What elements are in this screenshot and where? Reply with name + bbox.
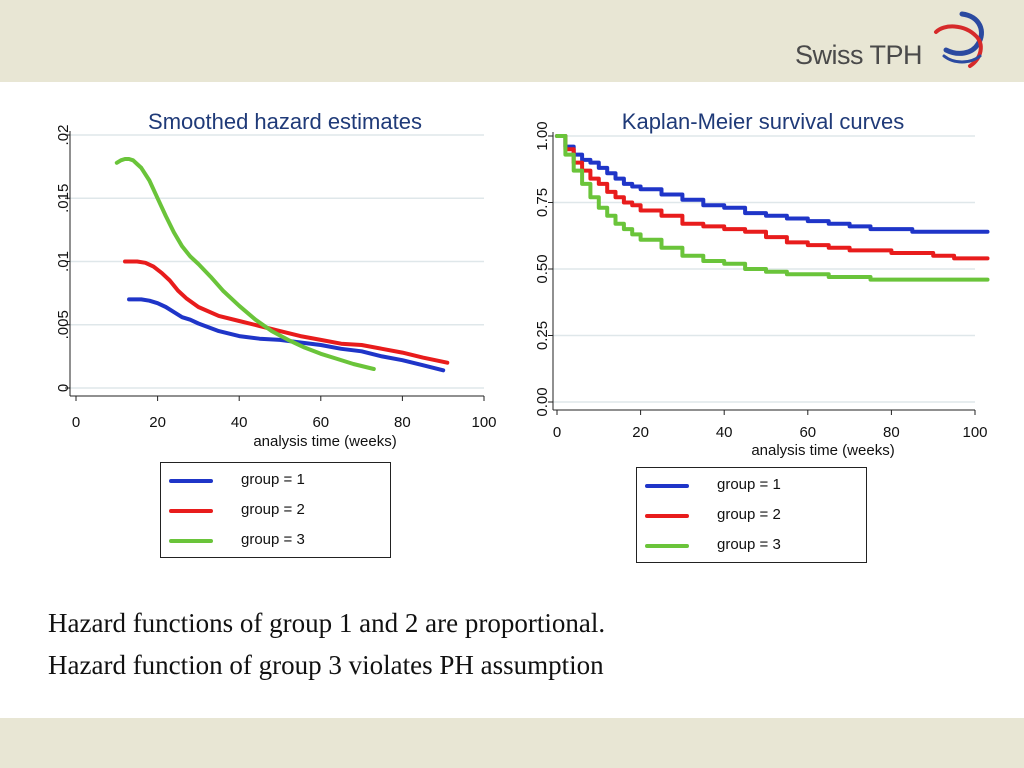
- series-line-group-1: [127, 297, 446, 373]
- legend-swatch-group-3: [169, 539, 213, 543]
- x-tick-label: 100: [962, 424, 987, 441]
- legend-label: group = 1: [717, 476, 781, 493]
- x-axis-label: analysis time (weeks): [751, 442, 894, 459]
- kaplan-meier-chart: 0.00 0.25 0.50 0.75 1.00 0 20 40 60 80 100 Kaplan-M…: [534, 109, 990, 459]
- y-tick-label: 0.75: [534, 188, 551, 217]
- x-tick-label: 20: [149, 414, 166, 431]
- x-tick-label: 0: [553, 424, 561, 441]
- legend-swatch-group-2: [645, 514, 689, 518]
- y-tick-label: .01: [55, 251, 72, 272]
- legend-label: group = 1: [241, 471, 305, 488]
- swirl-logo-icon: [934, 11, 984, 68]
- legend-swatch-group-1: [169, 479, 213, 483]
- x-tick-label: 60: [312, 414, 329, 431]
- legend-label: group = 3: [241, 531, 305, 548]
- legend-label: group = 2: [241, 501, 305, 518]
- hazard-legend: group = 1 group = 2 group = 3: [160, 462, 391, 558]
- legend-swatch-group-2: [169, 509, 213, 513]
- y-tick-label: 0.00: [534, 387, 551, 416]
- y-tick-label: 1.00: [534, 121, 551, 150]
- series-line-group-2: [123, 259, 450, 365]
- x-tick-label: 40: [231, 414, 248, 431]
- caption-line-2: Hazard function of group 3 violates PH a…: [48, 650, 604, 680]
- y-tick-label: 0: [55, 384, 72, 392]
- chart-title: Smoothed hazard estimates: [148, 109, 422, 134]
- legend-label: group = 2: [717, 506, 781, 523]
- series-line-group-3: [555, 134, 990, 282]
- caption-line-1: Hazard functions of group 1 and 2 are pr…: [48, 608, 606, 638]
- y-tick-label: .02: [55, 125, 72, 146]
- y-tick-label: 0.50: [534, 254, 551, 283]
- y-tick-label: .015: [55, 184, 72, 213]
- x-tick-label: 80: [394, 414, 411, 431]
- legend-swatch-group-1: [645, 484, 689, 488]
- x-tick-label: 0: [72, 414, 80, 431]
- series-line-group-1: [555, 134, 990, 234]
- x-axis-label: analysis time (weeks): [253, 433, 396, 450]
- x-tick-label: 40: [716, 424, 733, 441]
- header-band: [0, 0, 1024, 82]
- legend-swatch-group-3: [645, 544, 689, 548]
- chart-title: Kaplan-Meier survival curves: [622, 109, 904, 134]
- logo-text: Swiss TPH: [795, 40, 923, 70]
- x-tick-label: 60: [799, 424, 816, 441]
- x-tick-label: 80: [883, 424, 900, 441]
- swiss-tph-logo: Swiss TPH: [795, 10, 995, 75]
- x-tick-label: 100: [471, 414, 496, 431]
- series-line-group-2: [555, 134, 990, 261]
- y-tick-label: .005: [55, 310, 72, 339]
- km-legend: group = 1 group = 2 group = 3: [636, 467, 867, 563]
- charts-svg: 0 .005 .01 .015 .02 0 20 40 60 80 100 Smoothed haza…: [55, 109, 990, 459]
- y-tick-label: 0.25: [534, 321, 551, 350]
- x-tick-label: 20: [632, 424, 649, 441]
- legend-label: group = 3: [717, 536, 781, 553]
- smoothed-hazard-chart: 0 .005 .01 .015 .02 0 20 40 60 80 100 Smoothed haza…: [55, 109, 497, 450]
- series-line-group-3: [114, 157, 376, 371]
- footer-band: [0, 718, 1024, 768]
